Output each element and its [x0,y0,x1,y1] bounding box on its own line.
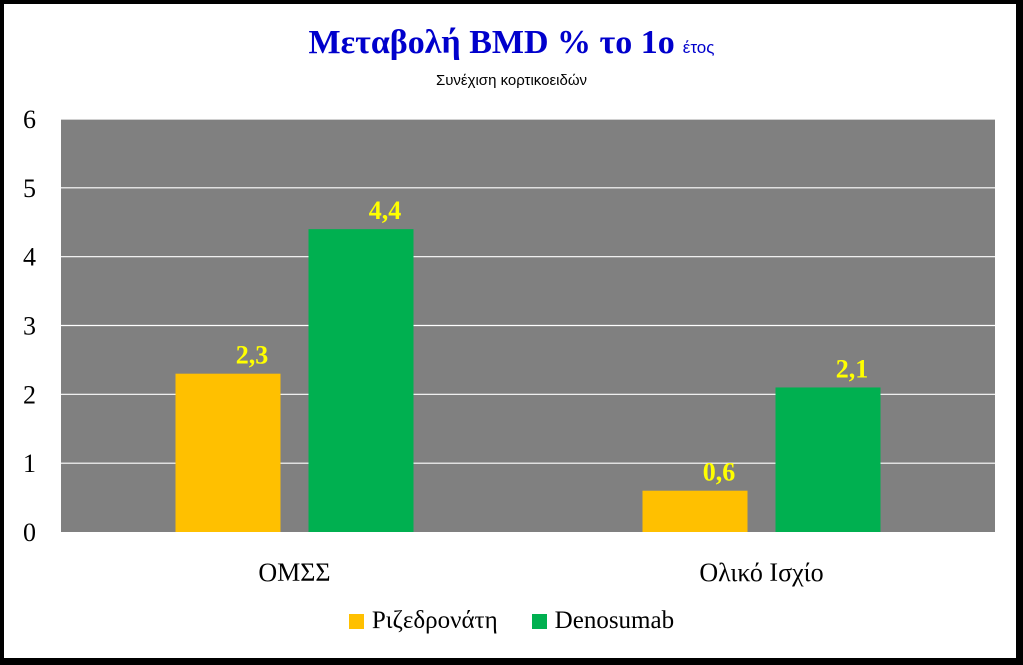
bar [175,373,281,532]
chart-title-row: Μεταβολή BMD % το 1ο έτος [0,24,1023,62]
y-tick-label: 4 [23,243,36,272]
bar [308,229,414,532]
x-category-label: ΟΜΣΣ [258,558,330,587]
chart-title: Μεταβολή BMD % το 1ο [308,24,675,61]
legend-label-risedronate: Ριζεδρονάτη [371,607,498,634]
legend-swatch-denosumab [531,613,547,629]
y-tick-label: 6 [23,105,36,134]
y-tick-label: 3 [23,312,36,341]
chart-subtitle: Συνέχιση κορτικοειδών [435,72,588,89]
data-label: 4,4 [369,196,402,225]
y-tick-label: 1 [23,449,36,478]
bar [642,490,748,532]
y-tick-label: 2 [23,380,36,409]
bar [775,387,881,532]
chart-legend: Ριζεδρονάτη Denosumab [0,607,1023,635]
x-category-label: Ολικό Ισχίο [699,558,823,587]
legend-swatch-risedronate [348,613,364,629]
data-label: 2,3 [236,341,269,370]
legend-item-risedronate: Ριζεδρονάτη [348,607,498,635]
data-label: 2,1 [836,354,869,383]
y-tick-label: 0 [23,518,36,547]
y-tick-label: 5 [23,174,36,203]
data-label: 0,6 [703,458,736,487]
chart-title-suffix: έτος [682,38,715,57]
legend-label-denosumab: Denosumab [554,607,675,634]
legend-item-denosumab: Denosumab [531,607,675,635]
